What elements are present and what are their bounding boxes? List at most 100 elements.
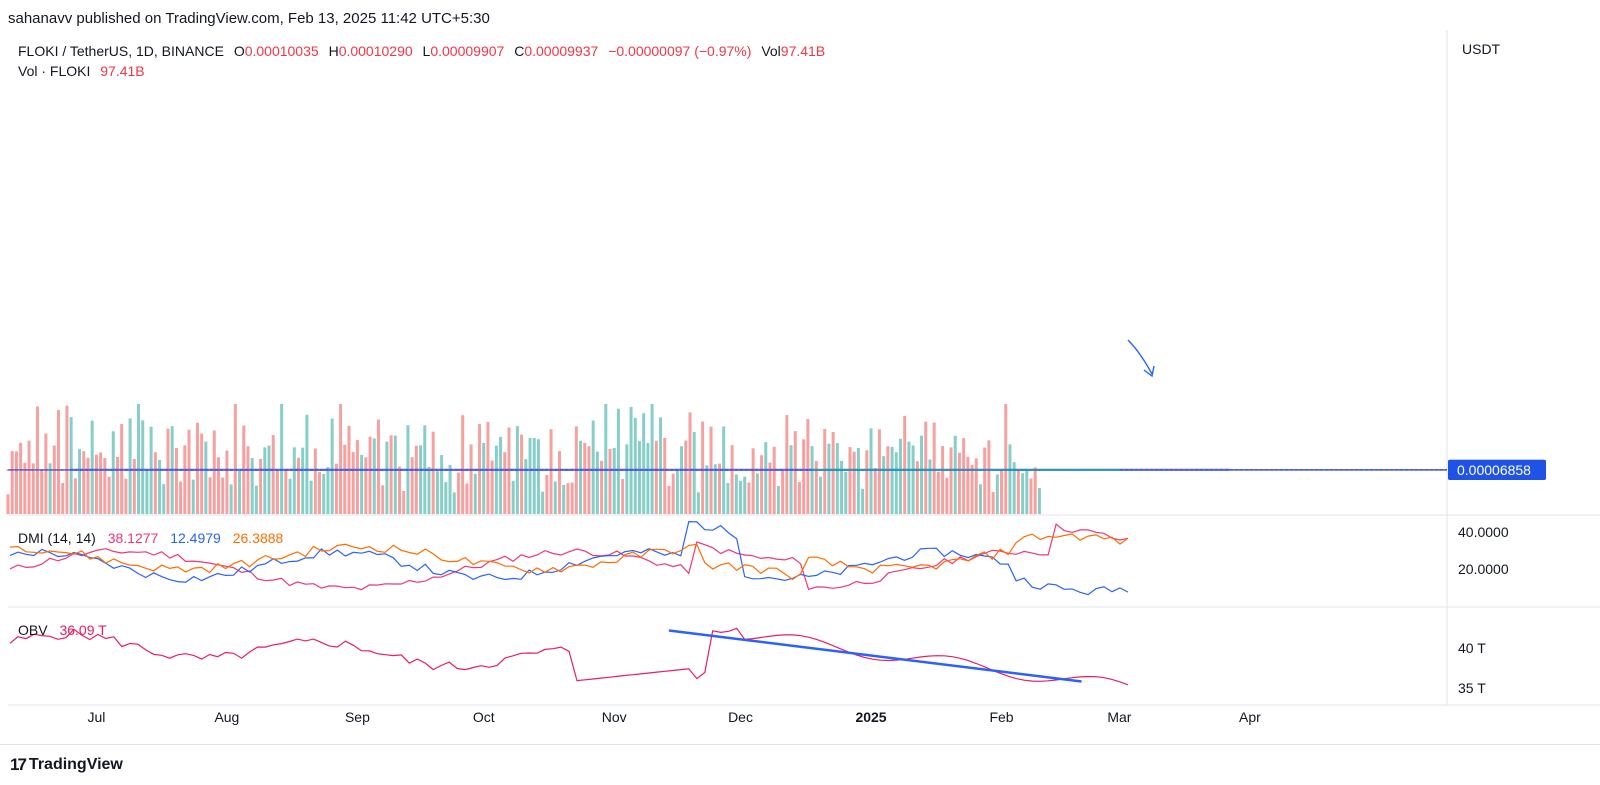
volume-bar [183,445,186,514]
volume-bar [166,429,169,514]
obv-tick-label: 35 T [1458,680,1486,696]
volume-bar [987,440,990,514]
volume-bar [495,446,498,514]
volume-bar [1021,473,1024,514]
volume-bar [882,456,885,514]
volume-bar [781,471,784,514]
dmi-tick-label: 40.0000 [1458,524,1509,540]
time-tick-label: Mar [1107,709,1131,725]
volume-bar [604,404,607,514]
time-tick-label: Jul [87,709,105,725]
volume-bar [895,452,898,514]
volume-bar [103,458,106,514]
time-tick-label: Sep [345,709,370,725]
volume-bar [225,451,228,514]
volume-bar [836,443,839,514]
volume-bar [545,475,548,514]
tradingview-logo[interactable]: 17 TradingView [10,755,123,775]
volume-bar [482,443,485,514]
volume-bar [99,452,102,514]
volume-bar [583,443,586,514]
volume-bar [743,477,746,514]
volume-bar [630,407,633,514]
volume-bar [335,464,338,514]
volume-bar [230,484,233,514]
volume-bar [979,484,982,514]
volume-bar [381,485,384,514]
volume-bar [1038,488,1041,514]
time-tick-label: Oct [473,709,495,725]
volume-bar [352,452,355,514]
volume-bar [301,448,304,514]
volume-bar [663,438,666,514]
volume-bar [238,471,241,514]
volume-bar [310,481,313,514]
volume-bar [731,445,734,514]
volume-bar [798,482,801,514]
volume-bar [756,473,759,514]
tradingview-logo-icon: 17 [10,755,25,775]
volume-bar [385,442,388,514]
volume-bar [108,477,111,514]
volume-bar [823,429,826,514]
time-tick-label: Nov [602,709,627,725]
volume-bar [474,474,477,514]
volume-bar [436,471,439,514]
volume-bar [684,441,687,514]
footer-bar: 17 TradingView [0,744,1600,785]
volume-bar [162,484,165,514]
volume-bar [305,415,308,514]
volume-bar [747,483,750,514]
volume-bar [15,451,18,514]
volume-bar [213,430,216,514]
volume-bar [272,435,275,514]
dmi-plus-di-value: 12.4979 [170,530,221,546]
volume-bar [571,483,574,514]
volume-bar [735,474,738,514]
volume-bar [773,447,776,514]
volume-bar [899,439,902,514]
volume-bar [289,479,292,514]
volume-bar [137,404,140,514]
price-chart[interactable]: 0.000300000.000250000.000200000.00015000… [0,0,1600,744]
volume-bar [234,404,237,514]
volume-bar [141,420,144,514]
volume-bar [672,474,675,514]
volume-bar [958,453,961,514]
volume-bar [697,492,700,514]
volume-bar [971,465,974,514]
volume-bar [680,446,683,514]
volume-bar [179,482,182,514]
volume-bar [613,448,616,514]
volume-bar [806,419,809,514]
volume-bar [642,413,645,514]
volume-bar [343,445,346,514]
volume-bar [339,404,342,514]
obv-label[interactable]: OBV [18,622,48,638]
volume-bar [853,452,856,514]
volume-bar [832,432,835,514]
volume-bar [158,460,161,514]
volume-bar [701,422,704,514]
volume-bar [962,438,965,514]
volume-bar [78,449,81,514]
volume-bar [449,465,452,514]
volume-bar [954,436,957,514]
volume-bar [689,412,692,514]
volume-bar [941,446,944,514]
volume-bar [280,404,283,514]
volume-bar [36,406,39,514]
volume-bar [204,442,207,514]
volume-bar [950,447,953,514]
volume-bar [676,469,679,514]
volume-bar [1017,470,1020,514]
volume-bar [609,449,612,514]
volume-bar [453,492,456,514]
volume-bar [1034,467,1037,514]
currency-label: USDT [1462,41,1501,57]
volume-bar [587,446,590,514]
volume-bar [129,418,132,514]
volume-bar [718,464,721,514]
volume-bar [369,437,372,514]
dmi-label[interactable]: DMI (14, 14) [18,530,96,546]
